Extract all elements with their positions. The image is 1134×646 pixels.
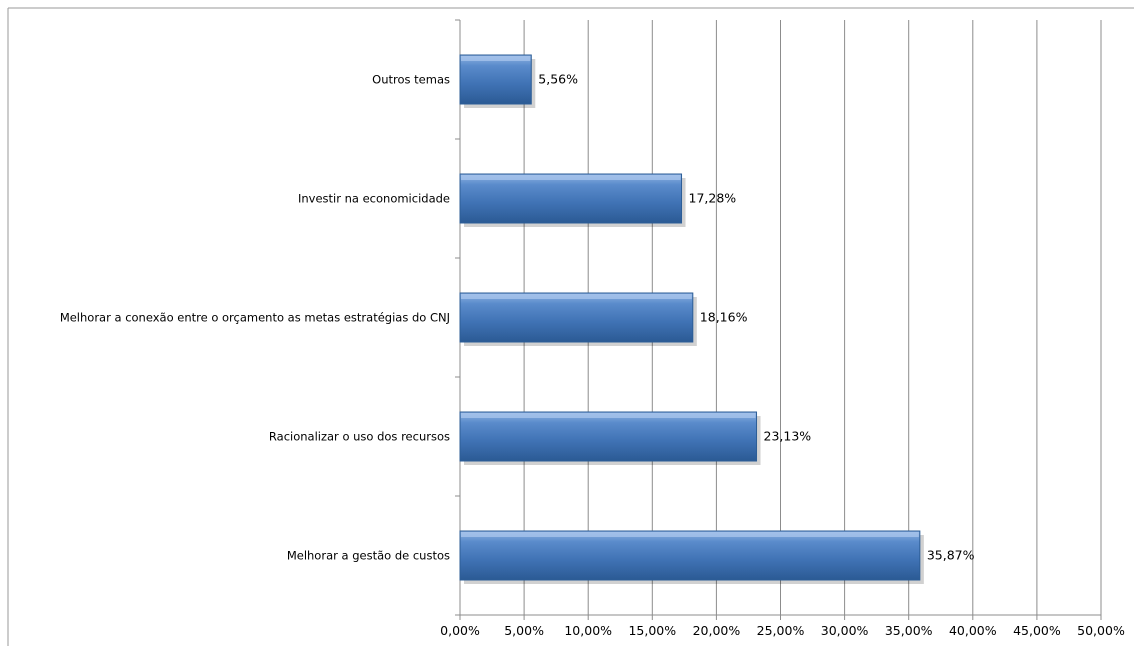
bar bbox=[459, 292, 694, 343]
x-tick-label: 40,00% bbox=[949, 623, 997, 638]
category-label: Melhorar a gestão de custos bbox=[287, 549, 450, 563]
bar bbox=[459, 411, 758, 462]
x-tick-label: 35,00% bbox=[885, 623, 933, 638]
data-label: 17,28% bbox=[689, 191, 737, 206]
x-tick-label: 15,00% bbox=[628, 623, 676, 638]
x-tick-label: 30,00% bbox=[821, 623, 869, 638]
data-label: 23,13% bbox=[764, 429, 812, 444]
data-label: 5,56% bbox=[538, 72, 578, 87]
bar bbox=[459, 54, 532, 105]
x-tick-label: 50,00% bbox=[1077, 623, 1125, 638]
category-label: Melhorar a conexão entre o orçamento as … bbox=[60, 311, 450, 325]
x-tick-label: 10,00% bbox=[564, 623, 612, 638]
bar-highlight bbox=[461, 294, 692, 299]
category-label: Racionalizar o uso dos recursos bbox=[269, 430, 450, 444]
bar bbox=[459, 530, 921, 581]
bar-highlight bbox=[461, 175, 681, 180]
bar-highlight bbox=[461, 413, 756, 418]
x-tick-label: 20,00% bbox=[693, 623, 741, 638]
x-tick-label: 5,00% bbox=[504, 623, 544, 638]
category-label: Investir na economicidade bbox=[298, 192, 450, 206]
bar-highlight bbox=[461, 56, 531, 61]
x-tick-label: 25,00% bbox=[757, 623, 805, 638]
x-tick-label: 0,00% bbox=[440, 623, 480, 638]
x-tick-label: 45,00% bbox=[1013, 623, 1061, 638]
data-label: 18,16% bbox=[700, 310, 748, 325]
bars bbox=[459, 54, 924, 584]
bar-highlight bbox=[461, 532, 919, 537]
data-label: 35,87% bbox=[927, 548, 975, 563]
bar bbox=[459, 173, 683, 224]
category-label: Outros temas bbox=[372, 73, 450, 87]
labels: 0,00% 5,00% 10,00% 15,00% 20,00% 25,00% 30,00%… bbox=[60, 72, 1125, 639]
